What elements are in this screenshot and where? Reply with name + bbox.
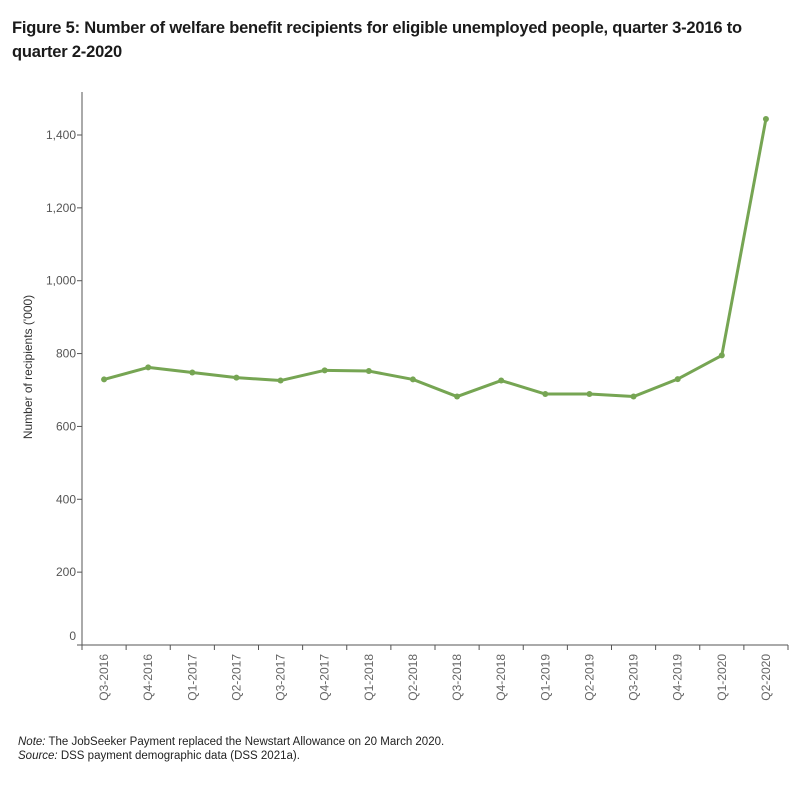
x-tick-label: Q3-2018 (450, 654, 464, 701)
x-tick-label: Q3-2017 (274, 654, 288, 701)
x-tick-label: Q4-2018 (494, 654, 508, 701)
y-tick-label: 1,400 (46, 128, 76, 142)
y-tick-label: 0 (69, 629, 76, 643)
x-tick-label: Q2-2018 (406, 654, 420, 701)
note-text: The JobSeeker Payment replaced the Newst… (45, 736, 445, 748)
x-tick-label: Q4-2019 (671, 654, 685, 701)
x-tick-label: Q1-2018 (362, 654, 376, 701)
series-line (103, 118, 768, 399)
note-label: Note: (18, 736, 46, 748)
x-tick-label: Q3-2016 (97, 654, 111, 701)
x-axis: Q3-2016 Q4-2016 Q1-2017 Q2-2017 Q3-2017 Q4-20… (77, 644, 789, 701)
data-point[interactable] (145, 364, 152, 371)
y-tick-label: 600 (56, 419, 76, 433)
data-point[interactable] (586, 391, 593, 398)
footnote: Note: The JobSeeker Payment replaced the… (18, 735, 444, 763)
x-tick-label: Q1-2019 (538, 654, 552, 701)
source-text: DSS payment demographic data (DSS 2021a)… (57, 750, 300, 762)
data-point[interactable] (321, 367, 328, 374)
series-group (101, 115, 769, 400)
data-point[interactable] (409, 376, 416, 383)
source-label: Source: (18, 750, 58, 762)
y-axis-label: Number of recipients ('000) (21, 295, 35, 439)
y-axis: 0 200 400 600 800 1,000 1,200 1,400 (46, 92, 83, 646)
x-tick-label: Q4-2016 (141, 654, 155, 701)
data-point[interactable] (630, 393, 637, 400)
x-tick-label: Q1-2020 (715, 654, 729, 701)
y-tick-label: 1,000 (46, 274, 76, 288)
data-point[interactable] (454, 393, 461, 400)
data-point[interactable] (365, 368, 372, 375)
source-line: Source: DSS payment demographic data (DS… (18, 749, 444, 763)
data-point[interactable] (277, 377, 284, 384)
x-tick-label: Q1-2017 (185, 654, 199, 701)
data-point[interactable] (542, 391, 549, 398)
note-line: Note: The JobSeeker Payment replaced the… (18, 735, 444, 749)
x-tick-label: Q2-2017 (229, 654, 243, 701)
y-tick-label: 800 (56, 347, 76, 361)
x-tick-label: Q4-2017 (318, 654, 332, 701)
data-point[interactable] (498, 377, 505, 384)
x-tick-label: Q3-2019 (627, 654, 641, 701)
data-point[interactable] (762, 115, 769, 122)
y-tick-label: 1,200 (46, 201, 76, 215)
y-tick-label: 200 (56, 565, 76, 579)
data-point[interactable] (674, 376, 681, 383)
x-tick-label: Q2-2020 (759, 654, 773, 701)
y-tick-label: 400 (56, 492, 76, 506)
x-tick-label: Q2-2019 (582, 654, 596, 701)
data-point[interactable] (101, 376, 108, 383)
data-point[interactable] (189, 369, 196, 376)
data-point[interactable] (233, 374, 240, 381)
data-point[interactable] (718, 352, 725, 359)
chart-title: Figure 5: Number of welfare benefit reci… (12, 19, 742, 61)
